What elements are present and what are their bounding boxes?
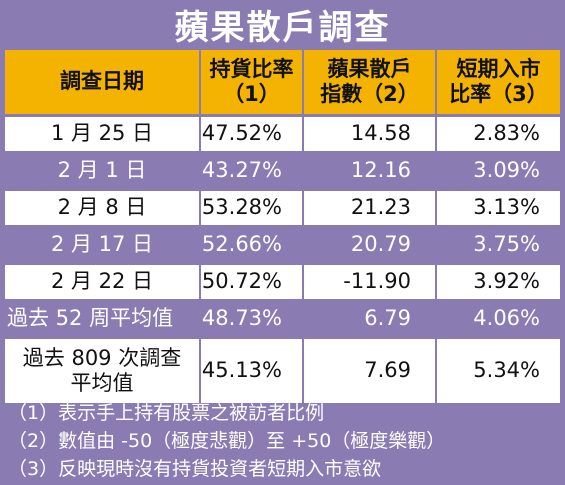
row-retail-index: 14.58	[304, 117, 437, 151]
row-holding-ratio: 53.28%	[201, 191, 304, 225]
row-short-term-ratio: 3.92%	[437, 265, 560, 299]
survey-table: 調查日期 持貨比率 （1） 蘋果散戶 指數（2） 短期入市 比率（3） 1 月 …	[5, 50, 560, 403]
row-date: 過去 52 周平均值	[5, 302, 201, 336]
row-date: 過去 809 次調查 平均值	[5, 339, 201, 403]
row-date: 2 月 22 日	[5, 265, 201, 299]
row-retail-index: 7.69	[304, 339, 437, 403]
row-holding-ratio: 47.52%	[201, 117, 304, 151]
row-retail-index: -11.90	[304, 265, 437, 299]
row-date: 1 月 25 日	[5, 117, 201, 151]
footnotes: （1）表示手上持有股票之被訪者比例 （2）數值由 -50（極度悲觀）至 +50（…	[8, 399, 560, 483]
row-holding-ratio: 48.73%	[201, 302, 304, 336]
row-date: 2 月 17 日	[5, 228, 201, 262]
row-short-term-ratio: 4.06%	[437, 302, 560, 336]
header-date-label: 調查日期	[60, 69, 144, 94]
row-retail-index: 20.79	[304, 228, 437, 262]
row-holding-ratio: 45.13%	[201, 339, 304, 403]
header-retail-index-label: 蘋果散戶 指數（2）	[320, 56, 419, 106]
row-date: 2 月 8 日	[5, 191, 201, 225]
row-holding-ratio: 52.66%	[201, 228, 304, 262]
row-retail-index: 6.79	[304, 302, 437, 336]
row-date: 2 月 1 日	[5, 154, 201, 188]
row-short-term-ratio: 2.83%	[437, 117, 560, 151]
header-holding-ratio-label: 持貨比率 （1）	[209, 56, 294, 106]
row-short-term-ratio: 3.13%	[437, 191, 560, 225]
row-retail-index: 21.23	[304, 191, 437, 225]
header-short-term-ratio: 短期入市 比率（3）	[437, 50, 560, 114]
header-short-term-ratio-label: 短期入市 比率（3）	[449, 56, 548, 106]
row-short-term-ratio: 3.75%	[437, 228, 560, 262]
footnote: （2）數值由 -50（極度悲觀）至 +50（極度樂觀）	[8, 430, 446, 452]
row-short-term-ratio: 3.09%	[437, 154, 560, 188]
row-retail-index: 12.16	[304, 154, 437, 188]
table-title: 蘋果散戶調查	[174, 7, 391, 48]
row-holding-ratio: 50.72%	[201, 265, 304, 299]
footnote: （1）表示手上持有股票之被訪者比例	[8, 402, 325, 424]
header-date: 調查日期	[5, 50, 201, 114]
row-short-term-ratio: 5.34%	[437, 339, 560, 403]
footnote: （3）反映現時沒有持貨投資者短期入市意欲	[8, 458, 382, 480]
row-holding-ratio: 43.27%	[201, 154, 304, 188]
header-retail-index: 蘋果散戶 指數（2）	[304, 50, 437, 114]
header-holding-ratio: 持貨比率 （1）	[201, 50, 304, 114]
